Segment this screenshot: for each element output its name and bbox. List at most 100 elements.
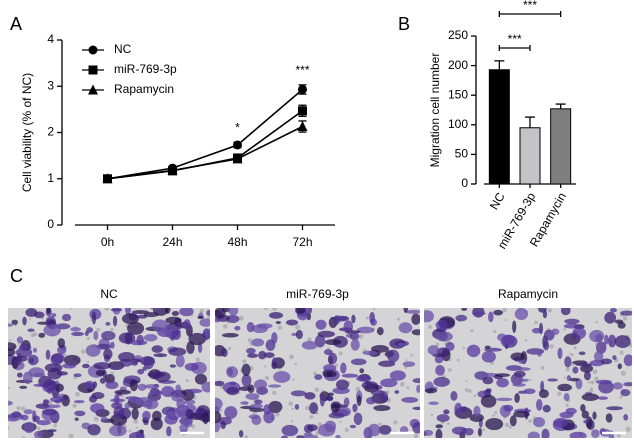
cell bbox=[74, 410, 86, 417]
cell bbox=[353, 412, 363, 426]
cell bbox=[268, 384, 282, 388]
cell bbox=[38, 332, 46, 338]
pore bbox=[595, 321, 598, 324]
series-line bbox=[107, 110, 303, 180]
significance: *** bbox=[523, 0, 537, 12]
pore bbox=[620, 370, 626, 376]
cell bbox=[450, 391, 458, 401]
cell bbox=[45, 349, 51, 360]
cell bbox=[356, 395, 362, 407]
cell bbox=[578, 351, 586, 356]
image-title: Rapamycin bbox=[498, 287, 558, 301]
cell bbox=[71, 331, 85, 337]
cell bbox=[591, 429, 600, 438]
pore bbox=[590, 380, 595, 385]
bar bbox=[519, 127, 541, 185]
pore bbox=[492, 414, 495, 417]
cell bbox=[307, 424, 318, 432]
cell bbox=[215, 411, 222, 423]
cell bbox=[251, 324, 268, 334]
y-axis-label: Cell viability (% of NC) bbox=[20, 73, 34, 192]
cell bbox=[433, 376, 450, 387]
series-line bbox=[107, 125, 303, 180]
cell bbox=[271, 361, 278, 370]
cell bbox=[254, 379, 267, 390]
pore bbox=[264, 375, 270, 381]
cell bbox=[557, 347, 563, 360]
cell bbox=[144, 384, 160, 389]
pore bbox=[292, 378, 295, 381]
cell bbox=[118, 351, 135, 362]
cell bbox=[245, 393, 260, 400]
cell bbox=[469, 413, 484, 422]
cell bbox=[592, 411, 597, 420]
cell bbox=[455, 314, 468, 322]
cell bbox=[514, 308, 529, 321]
marker bbox=[102, 173, 113, 184]
pore bbox=[540, 366, 545, 370]
cell bbox=[620, 389, 631, 397]
cell bbox=[515, 367, 531, 371]
marker bbox=[297, 120, 308, 131]
cell bbox=[460, 406, 468, 413]
cell bbox=[563, 392, 570, 402]
cell bbox=[221, 348, 228, 357]
cell bbox=[11, 411, 22, 418]
cell bbox=[215, 420, 221, 433]
cell bbox=[581, 410, 589, 419]
cell bbox=[61, 313, 72, 322]
cell bbox=[246, 347, 256, 355]
pore bbox=[619, 395, 623, 399]
cell bbox=[596, 341, 607, 354]
legend-label: NC bbox=[114, 42, 132, 56]
cell bbox=[485, 418, 504, 431]
cell bbox=[286, 319, 299, 326]
pore bbox=[199, 309, 204, 314]
cell bbox=[542, 404, 551, 413]
cell bbox=[215, 397, 223, 411]
cell bbox=[564, 318, 580, 325]
x-tick-label: 72h bbox=[292, 235, 312, 249]
panel-label: C bbox=[10, 266, 23, 286]
cell bbox=[47, 367, 62, 380]
cell bbox=[513, 410, 530, 418]
cell bbox=[8, 348, 16, 357]
cell bbox=[605, 413, 613, 423]
pore bbox=[435, 342, 440, 347]
pore bbox=[20, 406, 26, 411]
y-tick-label: 200 bbox=[448, 58, 468, 72]
cell bbox=[541, 428, 550, 438]
x-tick-label: 0h bbox=[101, 235, 114, 249]
cell bbox=[183, 319, 191, 331]
pore bbox=[195, 357, 200, 362]
y-tick-label: 3 bbox=[47, 78, 54, 92]
cell bbox=[247, 384, 255, 394]
pore bbox=[190, 424, 195, 429]
cell bbox=[315, 319, 327, 330]
y-tick-label: 2 bbox=[47, 125, 54, 139]
cell bbox=[142, 410, 151, 421]
cell bbox=[531, 327, 542, 334]
cell bbox=[519, 378, 529, 382]
cell bbox=[461, 308, 468, 311]
cell bbox=[527, 431, 540, 438]
cell bbox=[186, 341, 195, 354]
cell bbox=[206, 309, 210, 316]
cell bbox=[411, 313, 420, 325]
pore bbox=[290, 419, 294, 423]
pore bbox=[28, 318, 31, 321]
pore bbox=[37, 426, 41, 431]
cell bbox=[99, 377, 106, 384]
pore bbox=[93, 416, 99, 422]
cell bbox=[517, 390, 527, 394]
cell bbox=[349, 424, 357, 429]
cell bbox=[27, 354, 39, 366]
cell bbox=[510, 373, 523, 386]
cell bbox=[564, 356, 572, 368]
cell bbox=[350, 338, 360, 351]
cell bbox=[472, 311, 486, 316]
cell bbox=[494, 373, 510, 378]
cell bbox=[319, 393, 325, 407]
cell bbox=[186, 388, 203, 394]
cell bbox=[583, 371, 591, 381]
